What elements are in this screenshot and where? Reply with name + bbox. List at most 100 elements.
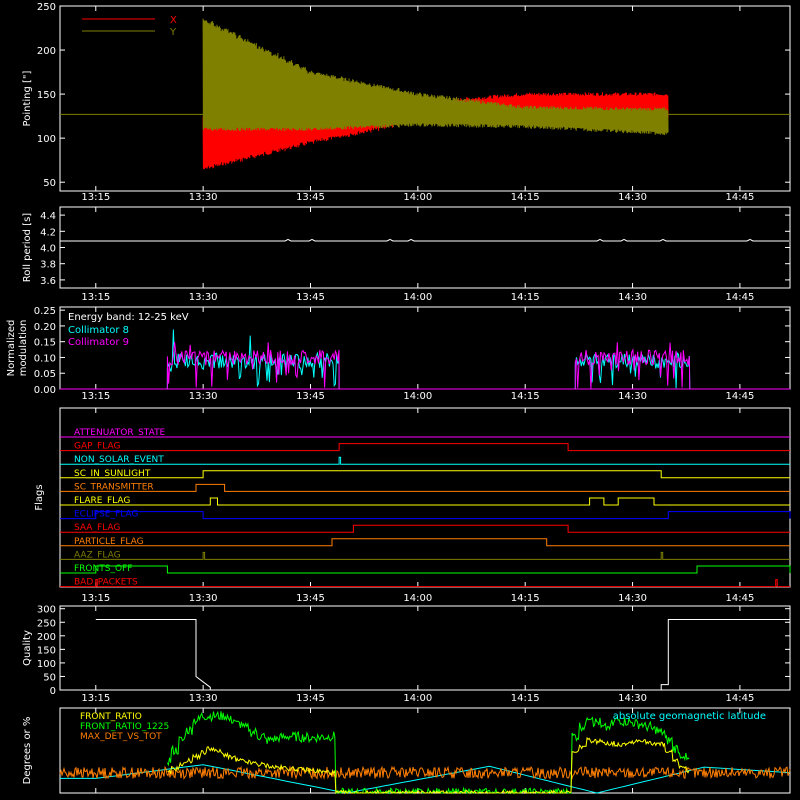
time-tick-label: 14:00 xyxy=(403,292,432,303)
y-axis-label: Pointing ["] xyxy=(22,70,33,126)
time-tick-label: 14:45 xyxy=(725,192,754,203)
flag-gap-flag-line xyxy=(60,443,790,452)
time-tick-label: 13:45 xyxy=(296,192,325,203)
panel-frame-1 xyxy=(59,5,791,192)
flag-label: GAP_FLAG xyxy=(74,442,120,452)
time-tick-label: 14:00 xyxy=(403,593,432,604)
y-tick-label: 250 xyxy=(37,2,56,13)
flag-eclipse-flag-line xyxy=(60,511,791,520)
flag-label: SAA_FLAG xyxy=(74,523,120,533)
y-tick-label: 3.8 xyxy=(40,260,56,271)
legend-label: FRONT_RATIO xyxy=(80,712,142,722)
panel-border xyxy=(59,5,791,192)
flag-label: FLARE_FLAG xyxy=(74,496,130,506)
legend-label: Collimator 9 xyxy=(68,337,129,348)
flag-label: FRONTS_OFF xyxy=(74,564,132,574)
flag-sc-transmitter-line xyxy=(60,483,790,492)
legend-label: FRONT_RATIO_1225 xyxy=(80,722,169,732)
time-tick-label: 13:30 xyxy=(189,192,218,203)
flag-sc-in-sunlight-line xyxy=(60,470,790,479)
time-tick-label: 14:30 xyxy=(618,593,647,604)
y-axis-label-line2: modulation xyxy=(18,320,29,377)
flag-non-solar-event-line xyxy=(60,456,790,465)
flag-label: PARTICLE_FLAG xyxy=(74,537,144,547)
time-tick-label: 13:15 xyxy=(81,593,110,604)
time-tick-label: 14:30 xyxy=(618,192,647,203)
legend-label: MAX_DET_VS_TOT xyxy=(80,732,162,742)
time-tick-label: 14:45 xyxy=(725,593,754,604)
y-tick-label: 200 xyxy=(37,632,56,643)
series-collimator-9-line xyxy=(166,341,691,390)
time-tick-label: 14:30 xyxy=(618,292,647,303)
y-tick-label: 300 xyxy=(37,605,56,616)
legend-label: X xyxy=(170,15,177,26)
flag-flare-flag-line xyxy=(60,497,790,506)
time-tick-label: 14:15 xyxy=(511,391,540,402)
time-tick-label: 13:45 xyxy=(296,593,325,604)
time-tick-label: 14:15 xyxy=(511,192,540,203)
y-tick-label: 0.15 xyxy=(34,338,56,349)
y-tick-label: 4.0 xyxy=(40,244,56,255)
y-tick-label: 150 xyxy=(37,645,56,656)
time-tick-label: 13:15 xyxy=(81,292,110,303)
time-tick-label: 14:30 xyxy=(618,693,647,704)
y-tick-label: 250 xyxy=(37,618,56,629)
time-tick-label: 14:00 xyxy=(403,391,432,402)
y-axis-label: Flags xyxy=(34,484,45,510)
y-tick-label: 100 xyxy=(37,134,56,145)
flag-saa-flag-line xyxy=(60,524,790,533)
flag-label: NON_SOLAR_EVENT xyxy=(74,455,164,465)
y-axis-label-line1: Normalized xyxy=(6,320,17,377)
y-tick-label: 4.2 xyxy=(40,227,56,238)
y-tick-label: 50 xyxy=(43,672,56,683)
time-tick-label: 13:15 xyxy=(81,192,110,203)
flag-label: SC_TRANSMITTER xyxy=(74,482,154,492)
y-tick-label: 0 xyxy=(50,686,56,697)
time-tick-label: 13:15 xyxy=(81,391,110,402)
time-tick-label: 14:15 xyxy=(511,292,540,303)
flag-label: ATTENUATOR_STATE xyxy=(74,428,166,438)
series-y-line xyxy=(202,18,669,136)
time-tick-label: 13:30 xyxy=(189,693,218,704)
y-tick-label: 0.00 xyxy=(34,385,56,396)
time-tick-label: 14:30 xyxy=(618,391,647,402)
y-tick-label: 0.10 xyxy=(34,353,56,364)
legend-label: Collimator 8 xyxy=(68,325,129,336)
time-tick-label: 13:30 xyxy=(189,593,218,604)
y-tick-label: 0.20 xyxy=(34,322,56,333)
flag-label: BAD_PACKETS xyxy=(74,578,138,588)
time-tick-label: 14:45 xyxy=(725,292,754,303)
flag-fronts-off-line xyxy=(60,565,791,574)
time-tick-label: 14:45 xyxy=(725,391,754,402)
y-axis-label: Degrees or % xyxy=(22,717,33,785)
flag-label: ECLIPSE_FLAG xyxy=(74,510,138,520)
flag-aaz-flag-line xyxy=(60,551,790,560)
time-tick-label: 13:30 xyxy=(189,391,218,402)
series-front-ratio-line xyxy=(167,736,690,795)
y-tick-label: 50 xyxy=(43,178,56,189)
time-tick-label: 13:45 xyxy=(296,292,325,303)
flag-bad-packets-line xyxy=(60,579,790,588)
series-max-det-vs-tot-line xyxy=(59,765,791,781)
flag-label: AAZ_FLAG xyxy=(74,550,121,560)
legend-label: Y xyxy=(169,27,177,38)
time-tick-label: 14:15 xyxy=(511,693,540,704)
y-tick-label: 0.05 xyxy=(34,369,56,380)
roll-period-line xyxy=(60,238,789,242)
y-tick-label: 150 xyxy=(37,90,56,101)
y-axis-label: Roll period [s] xyxy=(22,213,33,282)
time-tick-label: 14:00 xyxy=(403,192,432,203)
time-tick-label: 14:45 xyxy=(725,693,754,704)
time-tick-label: 13:45 xyxy=(296,391,325,402)
y-axis-label: Quality xyxy=(22,630,33,666)
series-front-ratio-1225-line xyxy=(166,710,690,795)
series-geomagnetic-latitude-line xyxy=(60,764,791,794)
legend-label: absolute geomagnetic latitude xyxy=(613,711,766,722)
y-tick-label: 0.25 xyxy=(34,306,56,317)
time-tick-label: 14:00 xyxy=(403,693,432,704)
time-tick-label: 13:45 xyxy=(296,693,325,704)
time-tick-label: 13:30 xyxy=(189,292,218,303)
y-tick-label: 200 xyxy=(37,46,56,57)
time-tick-label: 14:15 xyxy=(511,593,540,604)
